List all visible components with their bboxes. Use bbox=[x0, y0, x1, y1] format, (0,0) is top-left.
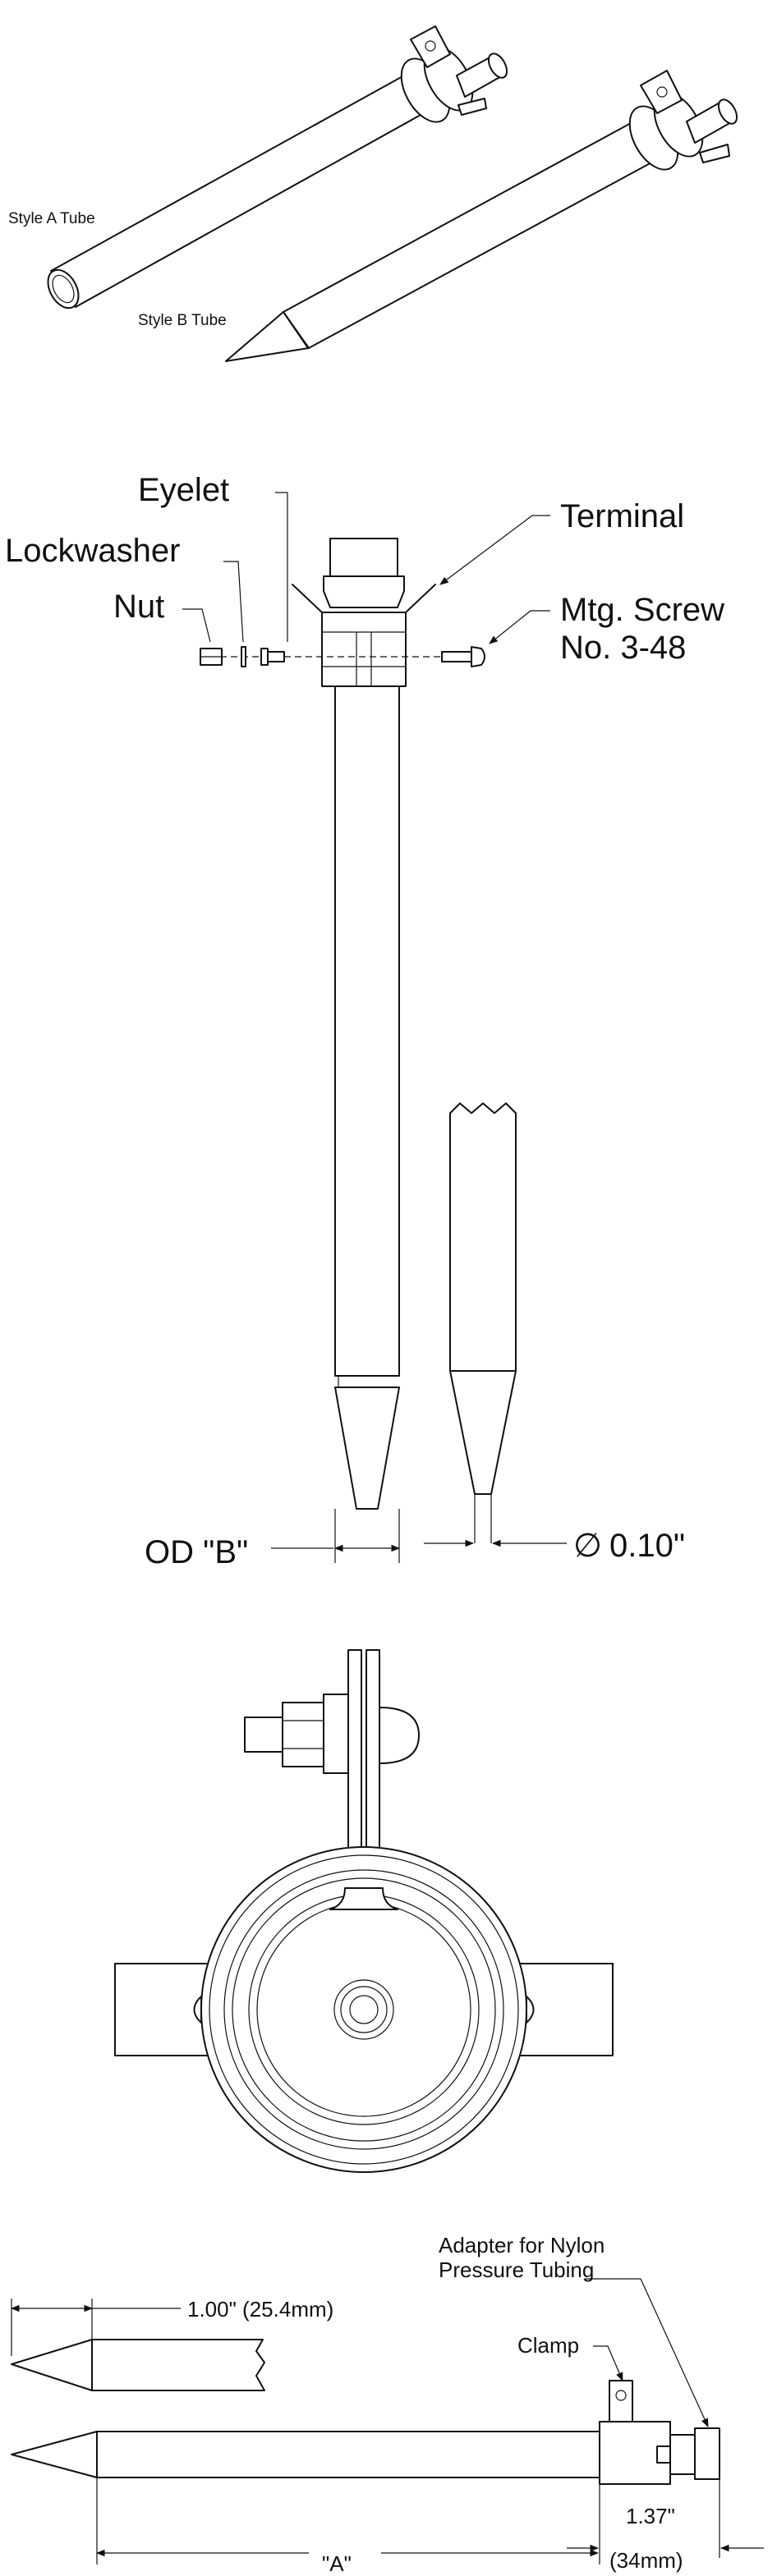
clamp-dim-line1: 1.37" bbox=[626, 2504, 675, 2528]
style-b-tube bbox=[225, 70, 738, 362]
terminal-label: Terminal bbox=[560, 498, 684, 534]
nut-leader bbox=[182, 608, 211, 643]
overall-label: "A" bbox=[322, 2551, 352, 2576]
overall-dimension bbox=[95, 2477, 600, 2565]
clamp-dim-line2: (34mm) bbox=[609, 2548, 683, 2573]
eyelet-part bbox=[260, 648, 285, 666]
nut-part bbox=[200, 648, 223, 666]
lockwasher-leader bbox=[223, 561, 244, 643]
mounting-screw-part bbox=[441, 646, 485, 667]
terminal-leader bbox=[439, 515, 550, 585]
lockwasher-part bbox=[241, 646, 246, 667]
tip-length-label: 1.00" (25.4mm) bbox=[187, 2297, 333, 2322]
screw-label-line1: Mtg. Screw bbox=[560, 592, 724, 628]
adapter-label-line1: Adapter for Nylon bbox=[439, 2233, 605, 2257]
style-a-tube bbox=[47, 25, 508, 309]
screw-label-line2: No. 3-48 bbox=[560, 630, 686, 666]
style-b-tip-detail bbox=[449, 1102, 517, 1543]
clamp-dimension bbox=[567, 2479, 764, 2558]
diameter-symbol: ∅ bbox=[573, 1528, 602, 1564]
side-view-tube bbox=[220, 538, 483, 1510]
tip-length-dimension bbox=[10, 2299, 181, 2356]
style-b-label: Style B Tube bbox=[138, 312, 227, 329]
eyelet-leader bbox=[275, 492, 288, 642]
clamp-leader bbox=[593, 2345, 623, 2381]
adapter-label-line2: Pressure Tubing bbox=[439, 2257, 594, 2282]
lockwasher-label: Lockwasher bbox=[5, 533, 180, 569]
style-a-label: Style A Tube bbox=[8, 210, 95, 227]
tip-detail bbox=[11, 2339, 265, 2391]
od-dimension bbox=[271, 1509, 401, 1563]
full-tube-side bbox=[11, 2380, 720, 2485]
od-label: OD "B" bbox=[145, 1534, 248, 1570]
clamp-label: Clamp bbox=[517, 2333, 579, 2358]
eyelet-label: Eyelet bbox=[138, 472, 229, 508]
nut-label: Nut bbox=[113, 589, 164, 625]
adapter-leader bbox=[585, 2278, 709, 2427]
tip-diameter-label: 0.10" bbox=[609, 1528, 685, 1564]
end-view bbox=[114, 1649, 614, 2173]
screw-leader bbox=[489, 610, 550, 644]
